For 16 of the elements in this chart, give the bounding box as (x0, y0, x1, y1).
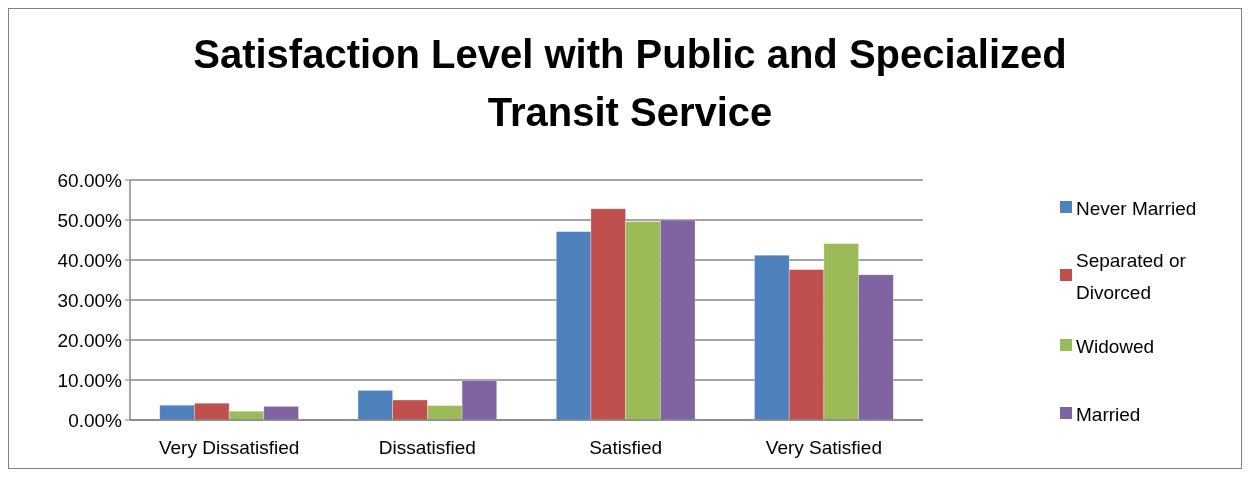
y-tick-label: 10.00% (57, 369, 123, 391)
x-tick-label: Very Satisfied (765, 437, 882, 458)
legend-label: Never Married (1076, 197, 1197, 219)
x-tick-label: Satisfied (589, 437, 663, 458)
legend-label: Married (1076, 403, 1141, 425)
y-tick-label: 60.00% (57, 169, 123, 191)
y-tick-label: 20.00% (57, 329, 123, 351)
y-tick-label: 0.00% (68, 409, 123, 431)
x-tick-label: Dissatisfied (378, 437, 476, 458)
legend-label: Widowed (1076, 335, 1155, 357)
x-tick-label: Very Dissatisfied (158, 437, 300, 458)
y-tick-label: 50.00% (57, 209, 123, 231)
y-tick-label: 30.00% (57, 289, 123, 311)
legend-label: Separated or Divorced (1076, 249, 1187, 303)
y-tick-label: 40.00% (57, 249, 123, 271)
chart-title: Satisfaction Level with Public and Specialized Transit Service (193, 32, 1067, 134)
